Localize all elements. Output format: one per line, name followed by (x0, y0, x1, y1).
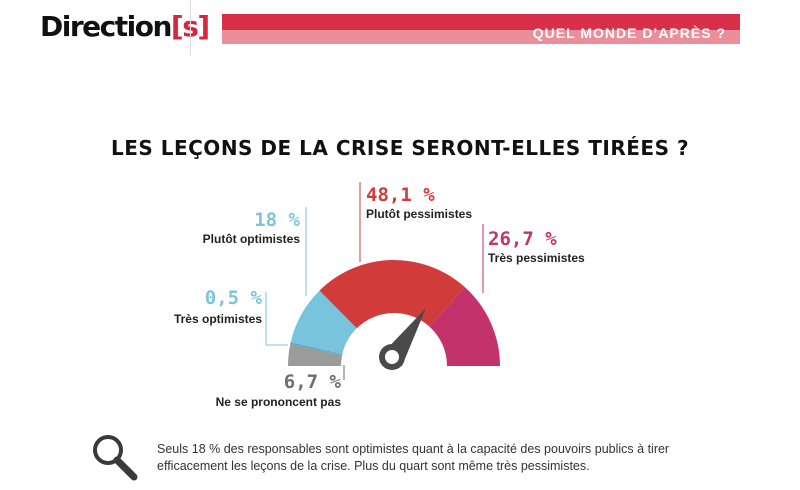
value-label-ne-se-prononcent-pas: 6,7 % (284, 371, 342, 393)
section-banner: QUEL MONDE D’APRÈS ? (222, 14, 740, 44)
category-label-tres-optimistes: Très optimistes (174, 312, 262, 326)
category-label-tres-pessimistes: Très pessimistes (488, 251, 585, 265)
category-label-plutot-pessimistes: Plutôt pessimistes (366, 207, 472, 221)
magnifier-icon (93, 435, 138, 481)
section-title: QUEL MONDE D’APRÈS ? (532, 25, 726, 41)
value-label-tres-pessimistes: 26,7 % (488, 228, 557, 250)
category-label-plutot-optimistes: Plutôt optimistes (203, 232, 301, 246)
slice-tres-optimistes (290, 342, 343, 355)
slice-tres-pessimistes (429, 287, 500, 366)
leader-line-tres-optimistes (265, 292, 288, 346)
banner-stripe (222, 30, 740, 44)
header-divider (190, 0, 191, 55)
slice-ne-se-prononcent-pas (288, 343, 343, 366)
value-label-plutot-optimistes: 18 % (254, 209, 300, 231)
slice-plutot-pessimistes (319, 260, 465, 329)
logo-text: Direction (40, 10, 172, 43)
chart-title: LES LEÇONS DE LA CRISE SERONT-ELLES TIRÉ… (110, 136, 690, 160)
footnote-text: Seuls 18 % des responsables sont optimis… (157, 442, 670, 473)
value-label-tres-optimistes: 0,5 % (205, 287, 263, 309)
category-label-ne-se-prononcent-pas: Ne se prononcent pas (216, 395, 342, 409)
slice-plutot-optimistes (290, 290, 357, 355)
value-label-plutot-pessimistes: 48,1 % (366, 184, 435, 206)
gauge-needle (379, 308, 426, 370)
